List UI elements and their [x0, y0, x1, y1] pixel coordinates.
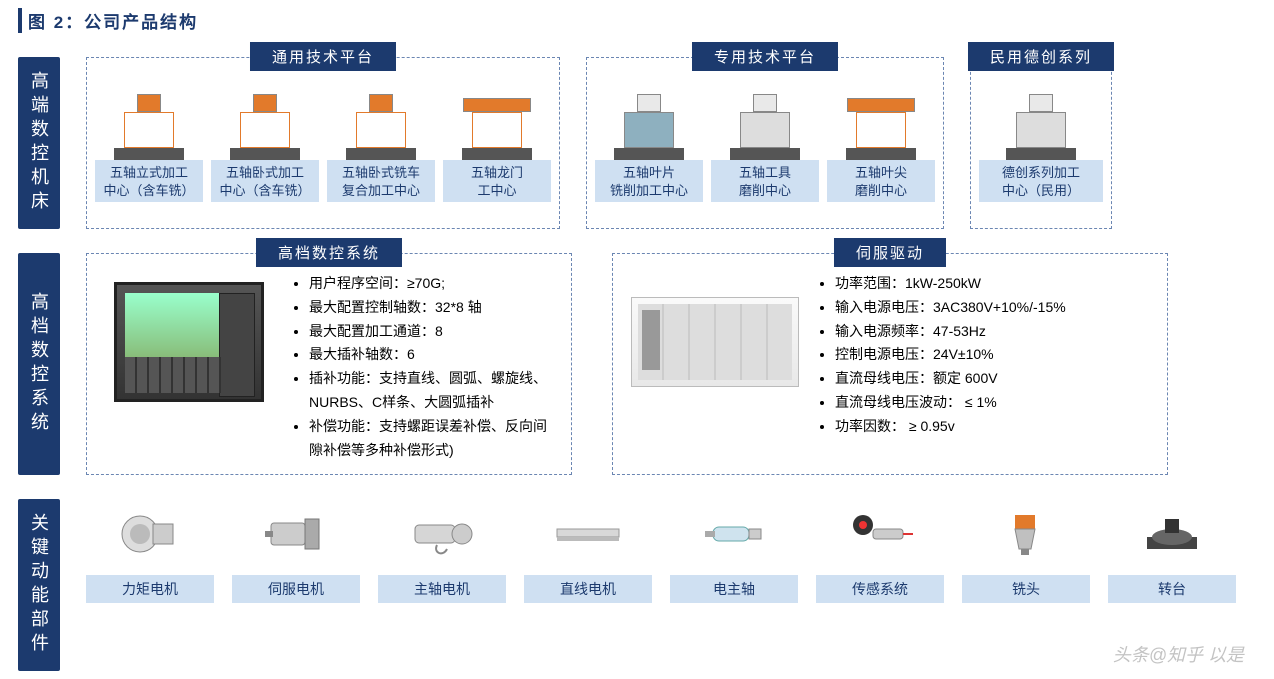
product-card: 五轴龙门 工中心: [443, 68, 551, 220]
machine-icon: [609, 90, 689, 160]
component-label: 传感系统: [816, 575, 944, 603]
product-label: 五轴龙门 工中心: [443, 160, 551, 202]
platform-group: 通用技术平台五轴立式加工 中心（含车铣）五轴卧式加工 中心（含车铣）五轴卧式铣车…: [86, 57, 560, 229]
component-label: 电主轴: [670, 575, 798, 603]
servo_motor-icon: [261, 499, 331, 569]
row-key-components: 关键动能部件 力矩电机伺服电机主轴电机直线电机电主轴传感系统铣头转台: [18, 499, 1256, 671]
spindle_motor-icon: [407, 499, 477, 569]
product-label: 五轴立式加工 中心（含车铣）: [95, 160, 203, 202]
spec-item: 功率范围：1kW-250kW: [835, 272, 1153, 296]
torque-icon: [115, 499, 185, 569]
spec-group-title: 高档数控系统: [256, 238, 402, 267]
spec-list: 功率范围：1kW-250kW输入电源电压：3AC380V+10%/-15%输入电…: [817, 272, 1153, 462]
product-label: 五轴叶片 铣削加工中心: [595, 160, 703, 202]
machine-icon: [225, 90, 305, 160]
platform-title: 民用德创系列: [968, 42, 1114, 71]
spec-item: 补偿功能：支持螺距误差补偿、反向间隙补偿等多种补偿形式): [309, 415, 557, 463]
component-label: 力矩电机: [86, 575, 214, 603]
component-label: 直线电机: [524, 575, 652, 603]
product-label: 五轴叶尖 磨削中心: [827, 160, 935, 202]
spec-item: 直流母线电压波动： ≤ 1%: [835, 391, 1153, 415]
machine-icon: [341, 90, 421, 160]
espindle-icon: [699, 499, 769, 569]
cnc-panel-icon: [105, 272, 273, 412]
product-card: 五轴叶片 铣削加工中心: [595, 68, 703, 220]
platform-title: 通用技术平台: [250, 42, 396, 71]
watermark: 头条@知乎 以是: [1113, 641, 1244, 667]
spec-item: 控制电源电压：24V±10%: [835, 343, 1153, 367]
product-label: 五轴工具 磨削中心: [711, 160, 819, 202]
product-label: 五轴卧式铣车 复合加工中心: [327, 160, 435, 202]
row-machine-tools: 高端数控机床 通用技术平台五轴立式加工 中心（含车铣）五轴卧式加工 中心（含车铣…: [18, 57, 1256, 229]
millhead-icon: [991, 499, 1061, 569]
spec-group-title: 伺服驱动: [834, 238, 946, 267]
component-item: 主轴电机: [378, 499, 506, 671]
product-label: 德创系列加工 中心（民用）: [979, 160, 1103, 202]
spec-group: 伺服驱动功率范围：1kW-250kW输入电源电压：3AC380V+10%/-15…: [612, 253, 1168, 475]
component-item: 电主轴: [670, 499, 798, 671]
category-label-machine-tools: 高端数控机床: [18, 57, 60, 229]
linear-icon: [553, 499, 623, 569]
component-item: 力矩电机: [86, 499, 214, 671]
machine-icon: [841, 90, 921, 160]
spec-group: 高档数控系统用户程序空间：≥70G;最大配置控制轴数：32*8 轴最大配置加工通…: [86, 253, 572, 475]
platform-group: 专用技术平台五轴叶片 铣削加工中心五轴工具 磨削中心五轴叶尖 磨削中心: [586, 57, 944, 229]
spec-item: 最大配置加工通道：8: [309, 320, 557, 344]
platform-group: 民用德创系列德创系列加工 中心（民用）: [970, 57, 1112, 229]
spec-item: 输入电源频率：47-53Hz: [835, 320, 1153, 344]
product-card: 五轴卧式加工 中心（含车铣）: [211, 68, 319, 220]
product-card: 德创系列加工 中心（民用）: [979, 68, 1103, 220]
category-label-key-components: 关键动能部件: [18, 499, 60, 671]
component-item: 直线电机: [524, 499, 652, 671]
platform-title: 专用技术平台: [692, 42, 838, 71]
product-card: 五轴工具 磨削中心: [711, 68, 819, 220]
product-label: 五轴卧式加工 中心（含车铣）: [211, 160, 319, 202]
machine-icon: [1001, 90, 1081, 160]
component-label: 铣头: [962, 575, 1090, 603]
figure-title: 图 2：公司产品结构: [18, 8, 1256, 33]
component-label: 伺服电机: [232, 575, 360, 603]
spec-item: 功率因数： ≥ 0.95v: [835, 415, 1153, 439]
spec-item: 用户程序空间：≥70G;: [309, 272, 557, 296]
component-label: 转台: [1108, 575, 1236, 603]
product-card: 五轴立式加工 中心（含车铣）: [95, 68, 203, 220]
category-label-cnc-systems: 高档数控系统: [18, 253, 60, 475]
spec-item: 最大插补轴数：6: [309, 343, 557, 367]
spec-item: 输入电源电压：3AC380V+10%/-15%: [835, 296, 1153, 320]
spec-item: 最大配置控制轴数：32*8 轴: [309, 296, 557, 320]
machine-icon: [109, 90, 189, 160]
servo-drive-icon: [631, 272, 799, 412]
spec-list: 用户程序空间：≥70G;最大配置控制轴数：32*8 轴最大配置加工通道：8最大插…: [291, 272, 557, 462]
row-cnc-systems: 高档数控系统 高档数控系统用户程序空间：≥70G;最大配置控制轴数：32*8 轴…: [18, 253, 1256, 475]
machine-icon: [457, 90, 537, 160]
component-item: 传感系统: [816, 499, 944, 671]
component-item: 伺服电机: [232, 499, 360, 671]
product-card: 五轴卧式铣车 复合加工中心: [327, 68, 435, 220]
spec-item: 直流母线电压：额定 600V: [835, 367, 1153, 391]
component-item: 铣头: [962, 499, 1090, 671]
product-card: 五轴叶尖 磨削中心: [827, 68, 935, 220]
machine-icon: [725, 90, 805, 160]
turntable-icon: [1137, 499, 1207, 569]
component-label: 主轴电机: [378, 575, 506, 603]
spec-item: 插补功能：支持直线、圆弧、螺旋线、NURBS、C样条、大圆弧插补: [309, 367, 557, 415]
sensor-icon: [845, 499, 915, 569]
